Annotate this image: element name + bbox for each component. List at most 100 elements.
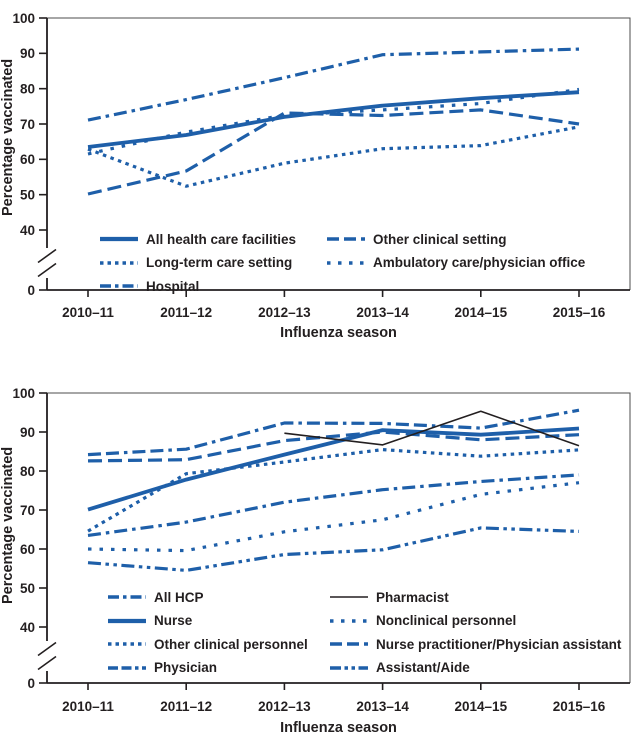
occupation-chart-panel: Percentage vaccinated 100 90 80 70 60 50 40 0 20… (0, 373, 642, 745)
legend-line-swatch-nurse (108, 618, 146, 623)
legend-line-swatch-other-clinical-personnel (108, 642, 146, 646)
legend-line-swatch-long-term-care-setting (100, 260, 138, 265)
legend-line-swatch-all-hcp (108, 595, 146, 599)
facility-chart-plot: 100 90 80 70 60 50 40 0 2010–11 2011–12 2012–13 201… (12, 11, 631, 320)
legend-label: Assistant/Aide (376, 660, 470, 675)
y-tick-label: 0 (27, 676, 35, 691)
x-tick-label: 2014–15 (455, 305, 508, 320)
legend-line-swatch-nurse-practitioner-physician-assistant (330, 642, 368, 646)
legend-item-hospital: Hospital (100, 278, 296, 294)
y-tick-label: 40 (20, 620, 35, 635)
axis-break-slash (37, 655, 57, 671)
legend-label: All health care facilities (146, 231, 297, 247)
legend-label: Hospital (146, 278, 200, 294)
legend-line-swatch-nonclinical-personnel (330, 618, 368, 623)
legend-item-assistant-aide: Assistant/Aide (330, 660, 621, 676)
series-line-all-hcp (87, 473, 580, 537)
legend-label: Nonclinical personnel (376, 613, 517, 628)
y-tick-label: 70 (20, 503, 35, 518)
legend-column: All health care facilities Long-term care… (100, 231, 296, 294)
series-line-all-health-care-facilities (87, 90, 580, 149)
y-tick-label: 100 (12, 11, 35, 26)
y-tick-label: 50 (20, 581, 35, 596)
y-tick-label: 90 (20, 425, 35, 440)
legend-item-all-hcp: All HCP (108, 589, 308, 605)
x-tick-label: 2012–13 (258, 699, 311, 714)
legend-item-all-health-care-facilities: All health care facilities (100, 231, 296, 247)
x-tick-label: 2010–11 (62, 699, 114, 714)
axis-break-gap (45, 641, 49, 671)
axis-break-slash (37, 262, 57, 278)
legend-column: Other clinical setting Ambulatory care/ph… (327, 231, 585, 271)
legend-label: Pharmacist (376, 589, 449, 605)
legend-label: All HCP (154, 589, 204, 605)
legend-line-swatch-hospital (100, 284, 138, 288)
x-tick-label: 2015–16 (553, 305, 606, 320)
x-tick-label: 2012–13 (258, 305, 311, 320)
series-line-assistant-aide (87, 526, 580, 572)
legend-label: Long-term care setting (146, 255, 293, 270)
legend-label: Physician (154, 660, 218, 675)
legend-item-physician: Physician (108, 660, 308, 676)
series-line-physician (87, 408, 580, 457)
y-tick-label: 90 (20, 46, 35, 61)
legend-column: Pharmacist Nonclinical personnel Nurse pra… (330, 589, 621, 676)
legend-label: Other clinical personnel (154, 636, 308, 652)
legend-label: Nurse practitioner/Physician assistant (376, 636, 622, 652)
x-tick-label: 2010–11 (62, 305, 114, 320)
y-tick-label: 40 (20, 223, 35, 238)
y-tick-label: 100 (12, 386, 35, 401)
legend-label: Other clinical setting (373, 231, 507, 247)
legend-column: All HCP Nurse Other clinical personnel Phys… (108, 589, 308, 676)
series-line-other-clinical-setting (87, 108, 580, 196)
occupation-chart-plot: 100 90 80 70 60 50 40 0 2010–11 2011–12 2012–13 201… (12, 386, 631, 714)
x-tick-label: 2015–16 (553, 699, 606, 714)
x-tick-label: 2011–12 (160, 305, 212, 320)
x-tick-label: 2013–14 (356, 699, 409, 714)
axis-lines (46, 18, 630, 291)
series-line-other-clinical-personnel (87, 448, 580, 533)
y-tick-label: 80 (20, 81, 35, 96)
plot-frame (47, 17, 631, 290)
series-line-nurse (87, 426, 580, 512)
facility-chart-panel: Percentage vaccinated 100 90 80 70 60 50 40 0 20… (0, 0, 642, 372)
y-tick-label: 0 (27, 283, 35, 298)
legend-item-long-term-care-setting: Long-term care setting (100, 255, 296, 271)
y-tick-label: 60 (20, 152, 35, 167)
axis-break-gap (45, 248, 49, 278)
legend-line-swatch-other-clinical-setting (327, 237, 365, 241)
y-tick-label: 80 (20, 464, 35, 479)
x-axis-label: Influenza season (280, 325, 397, 341)
axis-break-slash (37, 641, 57, 657)
axis-break-slash (37, 248, 57, 264)
legend-item-nurse: Nurse (108, 613, 308, 629)
x-tick-label: 2014–15 (455, 699, 508, 714)
y-tick-label: 70 (20, 117, 35, 132)
legend-line-swatch-assistant-aide (330, 665, 368, 670)
legend-item-nurse-practitioner-physician-assistant: Nurse practitioner/Physician assistant (330, 636, 621, 652)
x-tick-label: 2013–14 (356, 305, 409, 320)
legend-line-swatch-physician (108, 665, 146, 670)
series-line-nonclinical-personnel (87, 481, 580, 553)
series-line-nurse-practitioner-physician-assistant (87, 430, 580, 463)
y-tick-label: 60 (20, 542, 35, 557)
series-line-ambulatory-care-physician-office (87, 87, 580, 156)
series-line-hospital (87, 47, 580, 122)
x-tick-label: 2011–12 (160, 699, 212, 714)
legend-line-swatch-all-health-care-facilities (100, 236, 138, 242)
legend-line-swatch-ambulatory-care-physician-office (327, 260, 365, 265)
legend-line-swatch-pharmacist (330, 596, 368, 598)
legend-item-other-clinical-setting: Other clinical setting (327, 231, 585, 247)
legend-label: Ambulatory care/physician office (373, 255, 586, 270)
y-tick-label: 50 (20, 187, 35, 202)
axis-lines (46, 393, 630, 684)
x-axis-label: Influenza season (280, 720, 397, 736)
plot-frame (47, 392, 631, 683)
legend-item-nonclinical-personnel: Nonclinical personnel (330, 613, 621, 629)
legend-item-pharmacist: Pharmacist (330, 589, 621, 605)
legend-item-other-clinical-personnel: Other clinical personnel (108, 636, 308, 652)
legend-label: Nurse (154, 613, 193, 628)
legend-item-ambulatory-care-physician-office: Ambulatory care/physician office (327, 255, 585, 271)
series-line-pharmacist (284, 410, 580, 447)
